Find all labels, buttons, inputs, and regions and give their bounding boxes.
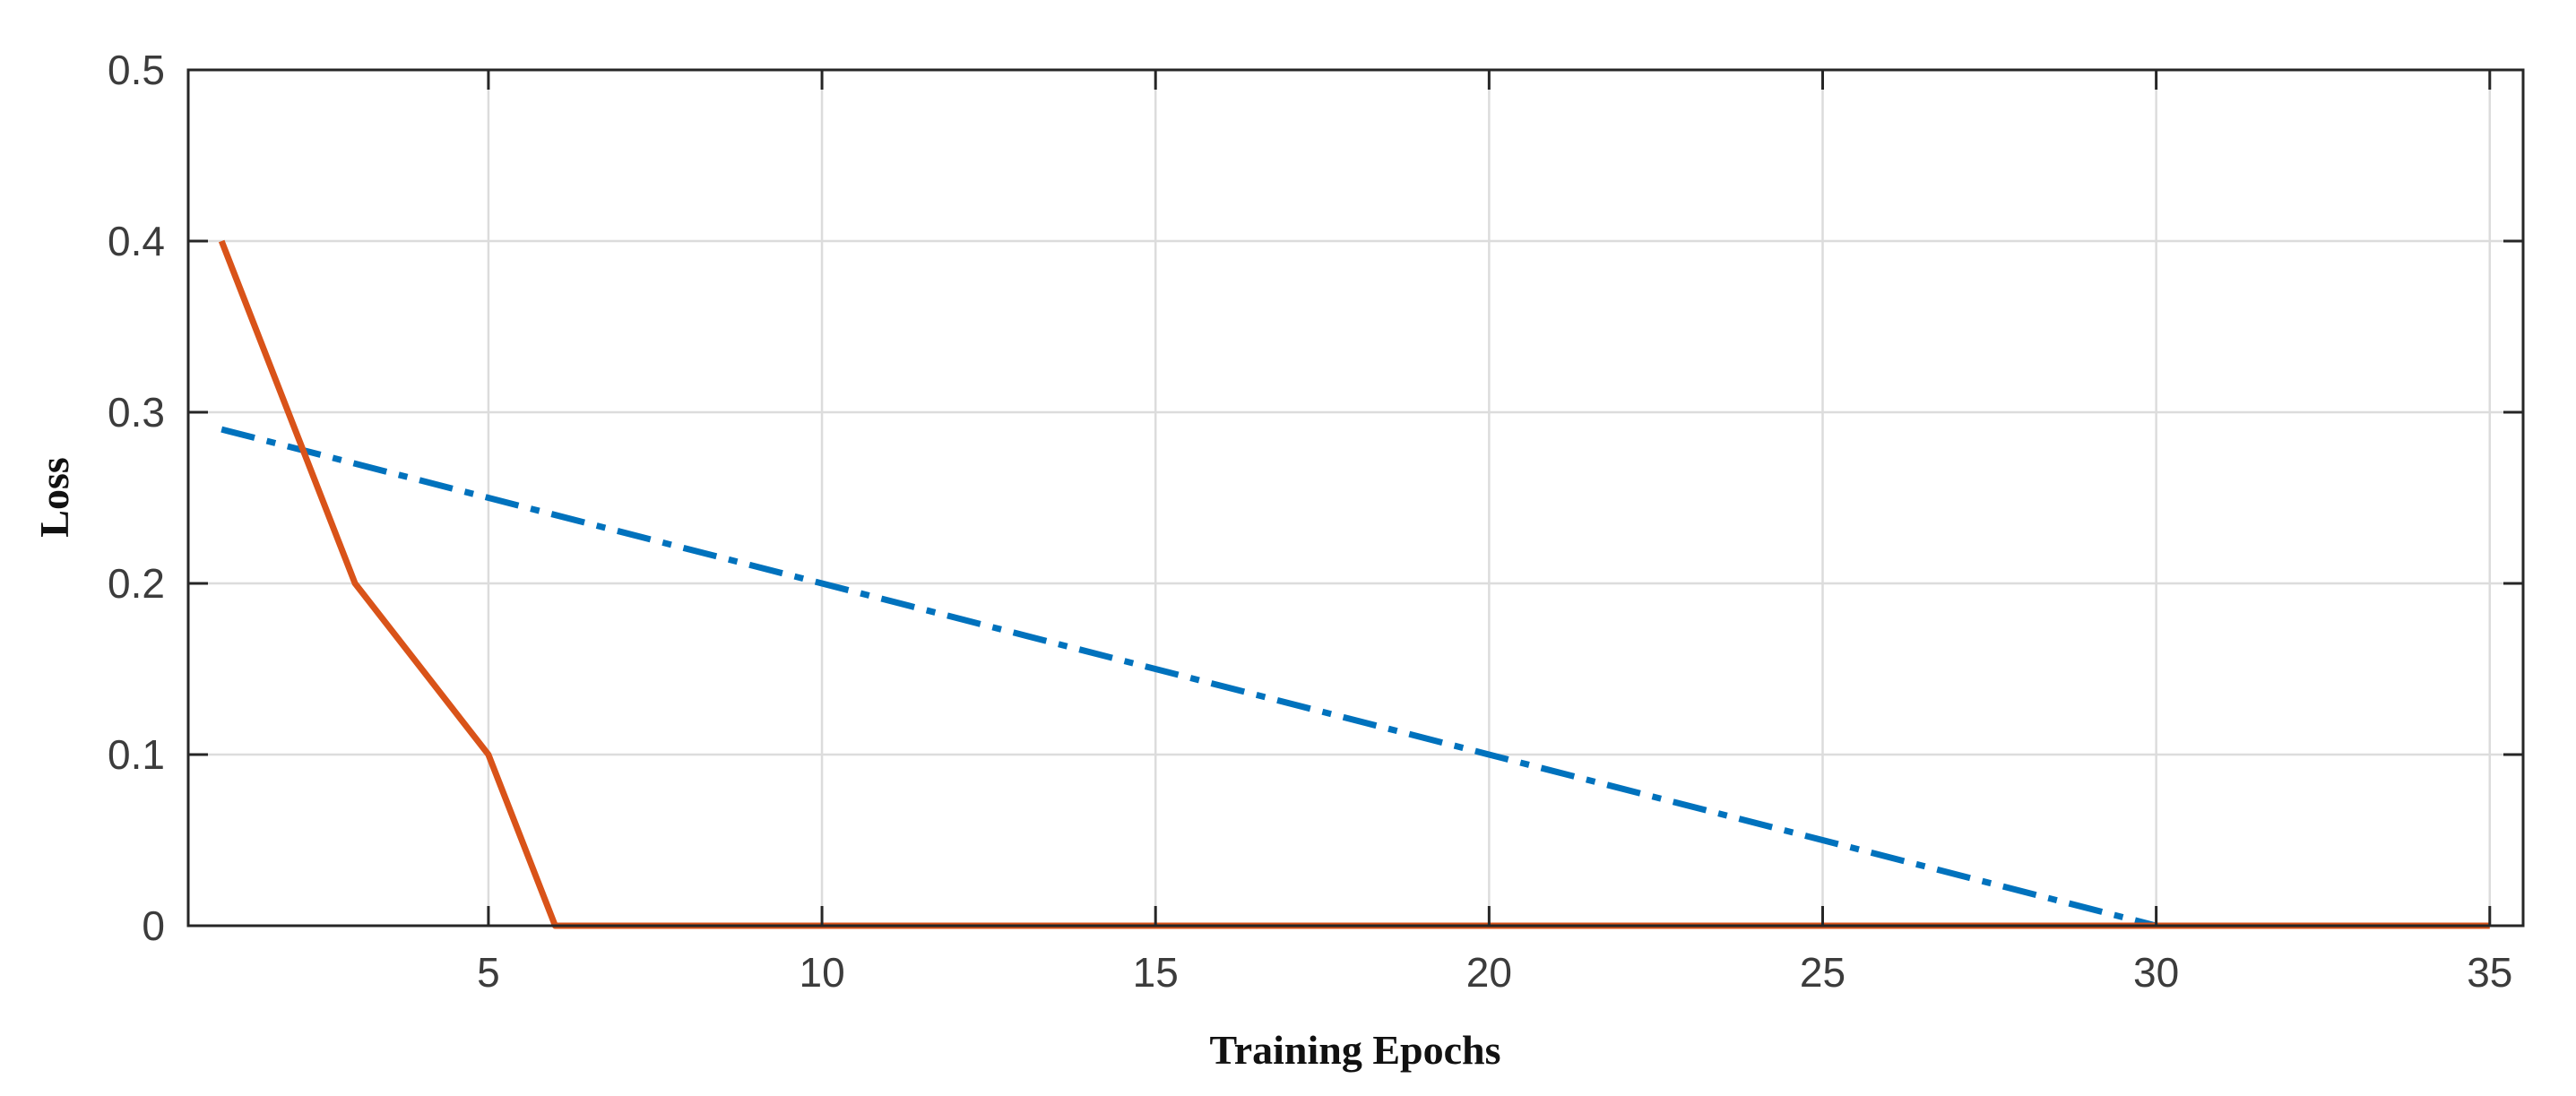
y-tick-label: 0.2 bbox=[108, 560, 165, 607]
x-tick-label: 30 bbox=[2133, 949, 2179, 996]
tick-marks bbox=[188, 68, 2523, 928]
x-tick-label: 15 bbox=[1133, 949, 1179, 996]
y-tick-label: 0.5 bbox=[108, 47, 165, 93]
x-tick-label: 35 bbox=[2467, 949, 2512, 996]
y-tick-label: 0.1 bbox=[108, 731, 165, 778]
gridlines bbox=[188, 70, 2523, 926]
x-tick-label: 25 bbox=[1800, 949, 1846, 996]
y-tick-label: 0.4 bbox=[108, 218, 165, 264]
y-tick-label: 0 bbox=[142, 902, 165, 949]
series-line-blue-dash-dot bbox=[220, 426, 2157, 929]
x-tick-label: 10 bbox=[799, 949, 844, 996]
tick-labels: 5 10 15 20 25 30 35 0 0.1 0.2 0.3 0.4 0.5 bbox=[108, 47, 2512, 996]
x-tick-label: 5 bbox=[477, 949, 500, 996]
y-axis-title: Loss bbox=[31, 457, 77, 537]
plot-frame bbox=[186, 68, 2525, 928]
x-axis-title: Training Epochs bbox=[1209, 1027, 1500, 1073]
x-tick-label: 20 bbox=[1466, 949, 1512, 996]
y-tick-label: 0.3 bbox=[108, 389, 165, 436]
